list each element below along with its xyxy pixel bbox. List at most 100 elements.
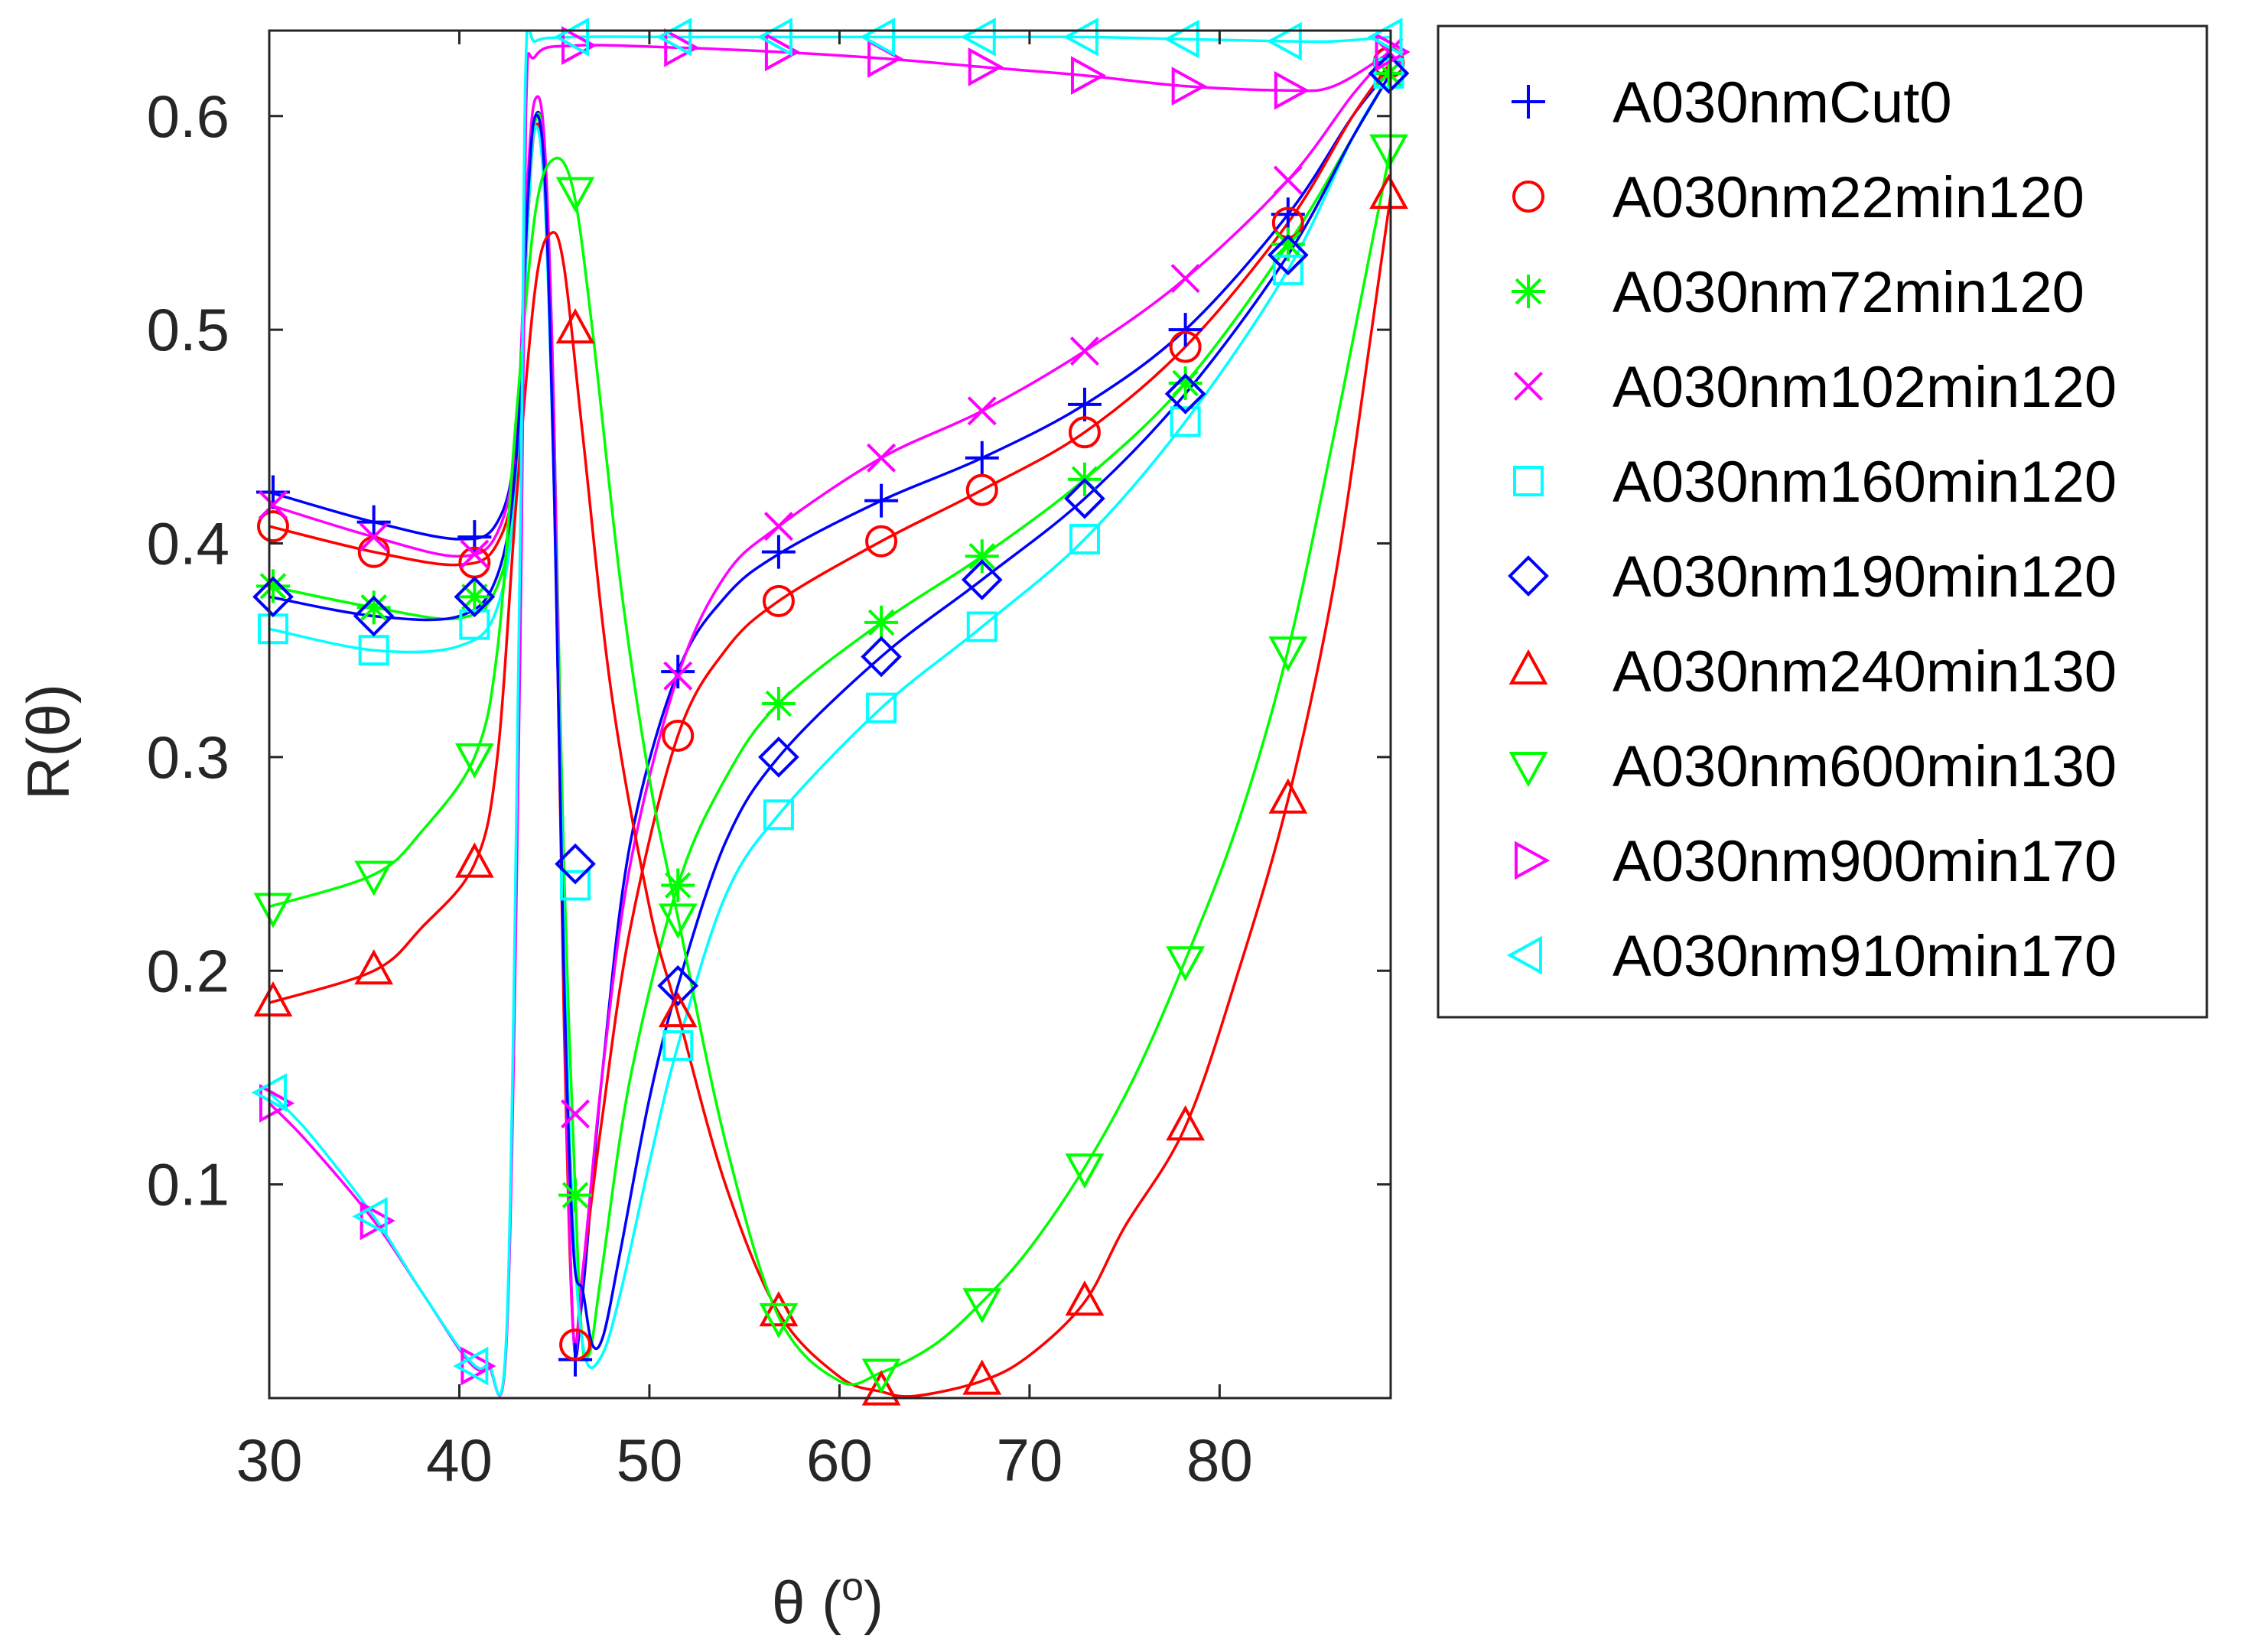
legend-item: A030nm72min120 bbox=[1512, 260, 2084, 325]
data-point bbox=[1069, 523, 1100, 554]
data-point bbox=[259, 1084, 295, 1123]
data-point bbox=[965, 473, 998, 506]
data-point bbox=[553, 17, 590, 57]
legend-item: A030nm190min120 bbox=[1508, 545, 2117, 610]
series-markers-A030nm900min170 bbox=[259, 26, 1411, 1386]
data-point bbox=[459, 609, 490, 640]
data-point bbox=[1170, 406, 1201, 437]
legend-item: A030nm910min170 bbox=[1506, 924, 2117, 989]
data-point bbox=[457, 580, 492, 614]
data-point bbox=[662, 719, 695, 752]
data-point bbox=[1070, 56, 1107, 96]
series-markers-A030nm160min120 bbox=[257, 57, 1404, 1062]
data-point bbox=[1375, 32, 1411, 72]
y-tick-label: 0.4 bbox=[147, 510, 229, 577]
data-point bbox=[1168, 313, 1202, 347]
x-axis-label-degree: o bbox=[841, 1565, 864, 1609]
data-point bbox=[762, 584, 795, 617]
legend-marker bbox=[1508, 752, 1548, 788]
data-point bbox=[1065, 1280, 1105, 1316]
legend-label: A030nm910min170 bbox=[1613, 924, 2117, 989]
data-point bbox=[453, 1346, 489, 1386]
data-point bbox=[1063, 17, 1098, 57]
plot-frame bbox=[268, 29, 1392, 1400]
data-point bbox=[1373, 57, 1404, 89]
data-point bbox=[1166, 1105, 1206, 1141]
data-point bbox=[1164, 373, 1206, 415]
data-point bbox=[1065, 1153, 1105, 1189]
x-axis-label: θ (o) bbox=[772, 1565, 884, 1636]
legend-label: A030nm190min120 bbox=[1613, 545, 2117, 610]
legend-label: A030nm160min120 bbox=[1613, 450, 2117, 515]
series-line-A030nm240min130 bbox=[269, 194, 1391, 1398]
data-point bbox=[253, 893, 293, 928]
axes: 30 40 50 60 70 80 0.1 0.2 0.3 0.4 0.5 0.6 bbox=[147, 29, 1392, 1494]
legend-marker bbox=[1512, 85, 1545, 119]
plot-area bbox=[251, 17, 1411, 1406]
data-point bbox=[960, 17, 996, 57]
legend-marker bbox=[1508, 555, 1549, 597]
legend-item: A030nm240min130 bbox=[1508, 639, 2117, 704]
data-point bbox=[1369, 134, 1408, 170]
x-axis-label-main: θ ( bbox=[772, 1569, 841, 1636]
legend-label: A030nm240min130 bbox=[1613, 639, 2117, 704]
legend-marker bbox=[1513, 466, 1544, 496]
data-point bbox=[968, 47, 1004, 86]
data-point bbox=[961, 559, 1003, 600]
legend-marker bbox=[1513, 371, 1544, 402]
legend-item: A030nmCut0 bbox=[1512, 70, 1952, 135]
data-point bbox=[353, 595, 395, 637]
x-tick-label: 50 bbox=[617, 1426, 683, 1494]
series-line-A030nm600min130 bbox=[269, 148, 1391, 1386]
data-point bbox=[757, 17, 792, 57]
data-point bbox=[865, 525, 898, 558]
data-point bbox=[354, 949, 394, 985]
series-markers-A030nm190min120 bbox=[252, 53, 1410, 1006]
x-tick-label: 80 bbox=[1186, 1426, 1253, 1494]
data-point bbox=[561, 1099, 591, 1129]
legend-marker bbox=[1508, 649, 1548, 685]
data-point bbox=[460, 539, 490, 569]
data-point bbox=[559, 1328, 592, 1361]
data-point bbox=[354, 860, 394, 896]
data-point bbox=[658, 991, 698, 1028]
legend-item: A030nm160min120 bbox=[1513, 450, 2117, 515]
data-point bbox=[560, 870, 591, 901]
data-point bbox=[661, 868, 695, 902]
data-point bbox=[1170, 264, 1200, 294]
legend-marker bbox=[1506, 935, 1542, 975]
data-point bbox=[1274, 70, 1310, 110]
y-tick-label: 0.1 bbox=[147, 1151, 229, 1218]
data-point bbox=[758, 737, 799, 778]
data-point bbox=[861, 636, 902, 678]
data-point bbox=[561, 26, 597, 65]
data-point bbox=[966, 611, 997, 642]
data-point bbox=[454, 743, 494, 779]
x-tick-label: 40 bbox=[426, 1426, 493, 1494]
data-point bbox=[555, 307, 595, 344]
legend: A030nmCut0 A030nm22min120 A030nm72min120 A0… bbox=[1437, 24, 2208, 1019]
data-point bbox=[1367, 17, 1403, 57]
data-point bbox=[861, 1358, 901, 1394]
data-point bbox=[256, 510, 289, 543]
series-markers-A030nm240min130 bbox=[253, 173, 1408, 1406]
y-tick-label: 0.3 bbox=[147, 724, 229, 791]
legend-label: A030nm72min120 bbox=[1613, 260, 2084, 325]
data-point bbox=[859, 17, 896, 57]
data-point bbox=[656, 17, 692, 57]
data-point bbox=[253, 981, 293, 1017]
data-point bbox=[460, 1346, 496, 1386]
data-point bbox=[965, 441, 999, 475]
legend-marker bbox=[1512, 275, 1545, 308]
legend-label: A030nm600min130 bbox=[1613, 734, 2117, 799]
data-point bbox=[558, 1178, 593, 1212]
data-point bbox=[1166, 946, 1206, 982]
data-point bbox=[864, 605, 899, 639]
legend-label: A030nm102min120 bbox=[1613, 355, 2117, 420]
data-point bbox=[864, 483, 899, 518]
data-point bbox=[352, 1197, 388, 1236]
data-point bbox=[454, 576, 496, 618]
x-tick-label: 70 bbox=[997, 1426, 1063, 1494]
legend-item: A030nm600min130 bbox=[1508, 734, 2117, 799]
data-point bbox=[1266, 21, 1302, 61]
